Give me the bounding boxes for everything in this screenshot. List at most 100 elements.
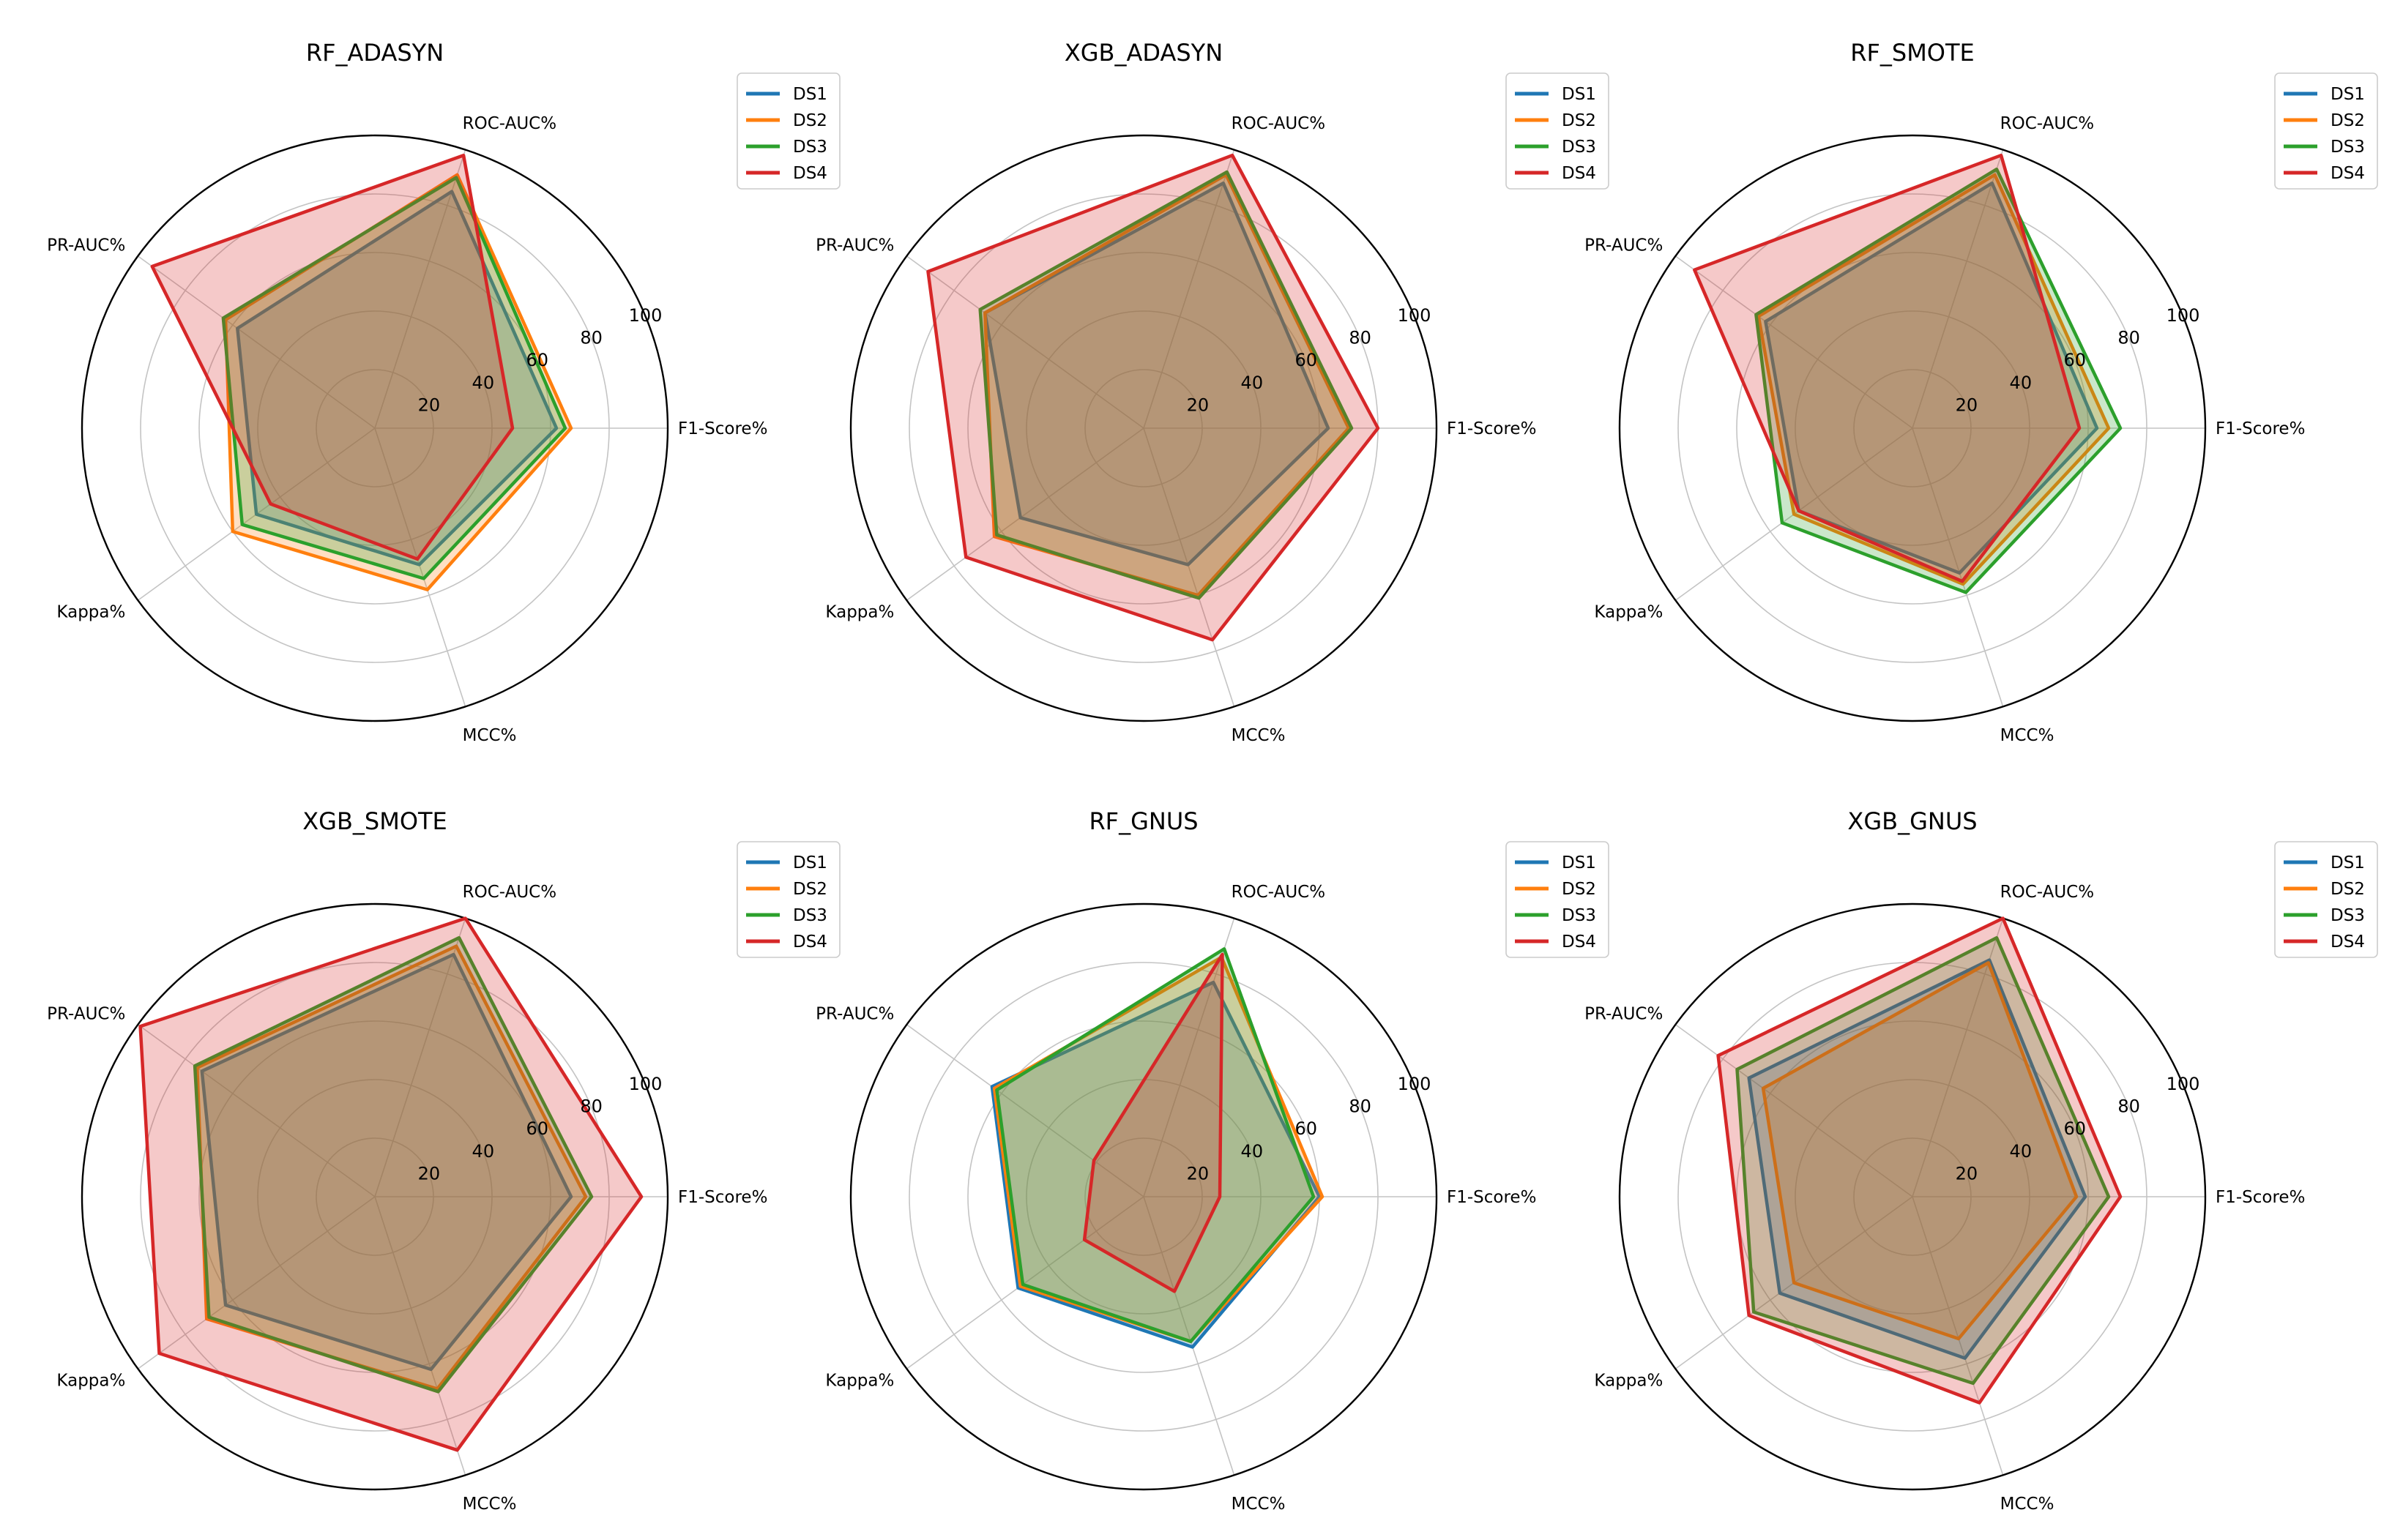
r-tick-80: 80 (1349, 328, 1371, 348)
series-ds1 (990, 980, 1322, 1349)
axis-label-pr-auc: PR-AUC% (47, 236, 125, 255)
legend-label-ds1: DS1 (1562, 85, 1596, 104)
r-tick-40: 40 (1241, 373, 1264, 393)
series-ds3 (1735, 935, 2111, 1386)
chart-title: XGB_ADASYN (1065, 39, 1223, 67)
axis-label-f1-score: F1-Score% (2216, 1188, 2305, 1207)
legend-box (737, 841, 841, 958)
r-tick-20: 20 (418, 1163, 441, 1184)
legend-label-ds4: DS4 (1562, 932, 1596, 952)
legend-box (1505, 72, 1609, 190)
axis-label-roc-auc: ROC-AUC% (1232, 883, 1325, 902)
radar-chart-rf-adasyn: RF_ADASYN 20 40 60 80 100 F1-Score% ROC-AUC% PR-… (47, 39, 841, 745)
spoke-roc-auc (374, 149, 466, 429)
r-tick-60: 60 (1294, 1118, 1317, 1139)
r-tick-60: 60 (526, 350, 548, 370)
outer-ring (849, 902, 1438, 1491)
spoke-mcc (374, 1196, 466, 1476)
outer-ring (81, 902, 669, 1491)
chart-title: RF_SMOTE (1850, 39, 1975, 67)
series-ds1 (983, 181, 1330, 567)
spoke-mcc (374, 427, 466, 707)
r-tick-80: 80 (580, 328, 603, 348)
spoke-pr-auc (1674, 1024, 1913, 1197)
r-tick-100: 100 (629, 1074, 663, 1094)
series-ds4 (1082, 952, 1224, 1293)
r-tick-40: 40 (472, 373, 495, 393)
legend-label-ds4: DS4 (1562, 164, 1596, 183)
r-tick-20: 20 (418, 395, 441, 415)
legend-label-ds4: DS4 (2331, 932, 2365, 952)
radar-chart-rf-gnus: RF_GNUS 20 40 60 80 100 F1-Score% ROC-AUC% PR-AU… (816, 807, 1609, 1514)
spoke-kappa (906, 1196, 1144, 1369)
legend-label-ds3: DS3 (2331, 906, 2365, 925)
r-tick-100: 100 (629, 305, 663, 326)
axis-label-pr-auc: PR-AUC% (47, 1005, 125, 1024)
r-tick-100: 100 (2167, 305, 2200, 326)
axis-label-mcc: MCC% (2000, 726, 2054, 745)
axis-label-f1-score: F1-Score% (678, 1188, 767, 1207)
legend: DS1 DS2 DS3 DS4 (737, 841, 841, 958)
r-tick-80: 80 (2117, 1096, 2140, 1117)
spoke-kappa (906, 427, 1144, 601)
r-tick-60: 60 (2063, 350, 2086, 370)
spoke-mcc (1912, 427, 2004, 707)
r-tick-80: 80 (580, 1096, 603, 1117)
r-tick-80: 80 (2117, 328, 2140, 348)
spoke-roc-auc (1143, 149, 1235, 429)
axis-label-kappa: Kappa% (1594, 602, 1663, 621)
r-tick-40: 40 (472, 1141, 495, 1162)
radar-chart-rf-smote: RF_SMOTE 20 40 60 80 100 F1-Score% ROC-AUC% PR-A… (1584, 39, 2378, 745)
axis-label-roc-auc: ROC-AUC% (2000, 114, 2094, 133)
axis-label-kappa: Kappa% (1594, 1371, 1663, 1390)
chart-title: RF_ADASYN (306, 39, 444, 67)
legend-label-ds2: DS2 (2331, 880, 2365, 899)
spoke-pr-auc (1674, 255, 1913, 429)
legend: DS1 DS2 DS3 DS4 (1505, 72, 1609, 190)
spoke-pr-auc (137, 1024, 376, 1197)
chart-title: XGB_SMOTE (302, 807, 447, 835)
legend-label-ds4: DS4 (793, 932, 827, 952)
axis-label-kappa: Kappa% (56, 1371, 125, 1390)
series-ds4 (1693, 153, 2082, 583)
axis-label-f1-score: F1-Score% (678, 419, 767, 438)
legend-label-ds1: DS1 (793, 853, 827, 872)
axis-label-pr-auc: PR-AUC% (1584, 236, 1663, 255)
r-tick-40: 40 (2010, 1141, 2033, 1162)
legend-label-ds1: DS1 (793, 85, 827, 104)
legend-label-ds2: DS2 (793, 111, 827, 130)
axis-label-f1-score: F1-Score% (2216, 419, 2305, 438)
spoke-mcc (1143, 427, 1235, 707)
spoke-mcc (1143, 1196, 1235, 1476)
axis-label-pr-auc: PR-AUC% (1584, 1005, 1663, 1024)
r-tick-60: 60 (526, 1118, 548, 1139)
r-tick-60: 60 (2063, 1118, 2086, 1139)
legend: DS1 DS2 DS3 DS4 (2274, 841, 2378, 958)
r-tick-60: 60 (1294, 350, 1317, 370)
chart-title: RF_GNUS (1089, 807, 1198, 835)
radar-chart-xgb-gnus: XGB_GNUS 20 40 60 80 100 F1-Score% ROC-AUC% PR-A… (1584, 807, 2378, 1514)
series-ds2 (1761, 961, 2079, 1341)
legend-box (2274, 841, 2378, 958)
legend-label-ds2: DS2 (2331, 111, 2365, 130)
outer-ring (1618, 134, 2207, 722)
legend-label-ds2: DS2 (1562, 880, 1596, 899)
spoke-mcc (1912, 1196, 2004, 1476)
series-ds2 (1756, 173, 2111, 586)
series-ds1 (236, 190, 559, 567)
legend: DS1 DS2 DS3 DS4 (737, 72, 841, 190)
legend-label-ds3: DS3 (1562, 138, 1596, 157)
r-tick-40: 40 (1241, 1141, 1264, 1162)
chart-title: XGB_GNUS (1847, 807, 1977, 835)
outer-ring (81, 134, 669, 722)
axis-label-kappa: Kappa% (825, 602, 894, 621)
series-ds4 (926, 153, 1380, 642)
series-ds1 (1747, 958, 2087, 1360)
legend-label-ds2: DS2 (793, 880, 827, 899)
spoke-roc-auc (1912, 149, 2004, 429)
r-tick-80: 80 (1349, 1096, 1371, 1117)
axis-label-mcc: MCC% (2000, 1495, 2054, 1514)
series-ds3 (995, 947, 1316, 1344)
spoke-kappa (137, 1196, 376, 1369)
r-tick-20: 20 (1956, 395, 1978, 415)
